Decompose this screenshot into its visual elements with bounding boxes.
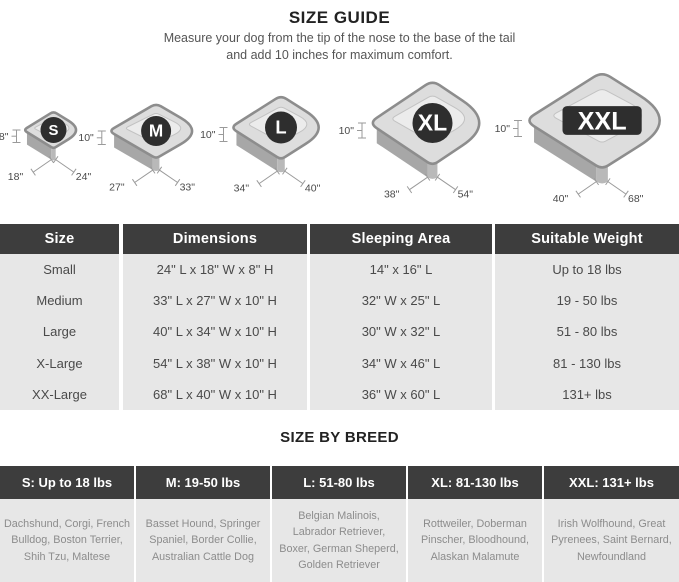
svg-text:M: M (149, 121, 163, 141)
svg-text:10": 10" (200, 129, 216, 141)
svg-text:18": 18" (8, 171, 24, 183)
svg-text:10": 10" (78, 132, 94, 144)
svg-text:L: L (275, 116, 286, 137)
svg-text:68": 68" (628, 193, 644, 205)
svg-text:27": 27" (109, 182, 125, 194)
svg-text:40": 40" (305, 183, 321, 195)
svg-text:10": 10" (495, 123, 511, 135)
svg-text:8": 8" (0, 131, 9, 143)
svg-text:34": 34" (234, 183, 250, 195)
svg-text:24": 24" (76, 171, 92, 183)
svg-text:33": 33" (180, 182, 196, 194)
svg-text:S: S (49, 123, 59, 139)
svg-text:38": 38" (384, 189, 400, 201)
svg-text:XL: XL (418, 109, 447, 135)
svg-text:54": 54" (458, 189, 474, 201)
svg-text:40": 40" (553, 193, 569, 205)
svg-text:10": 10" (339, 125, 355, 137)
svg-text:XXL: XXL (578, 107, 627, 135)
